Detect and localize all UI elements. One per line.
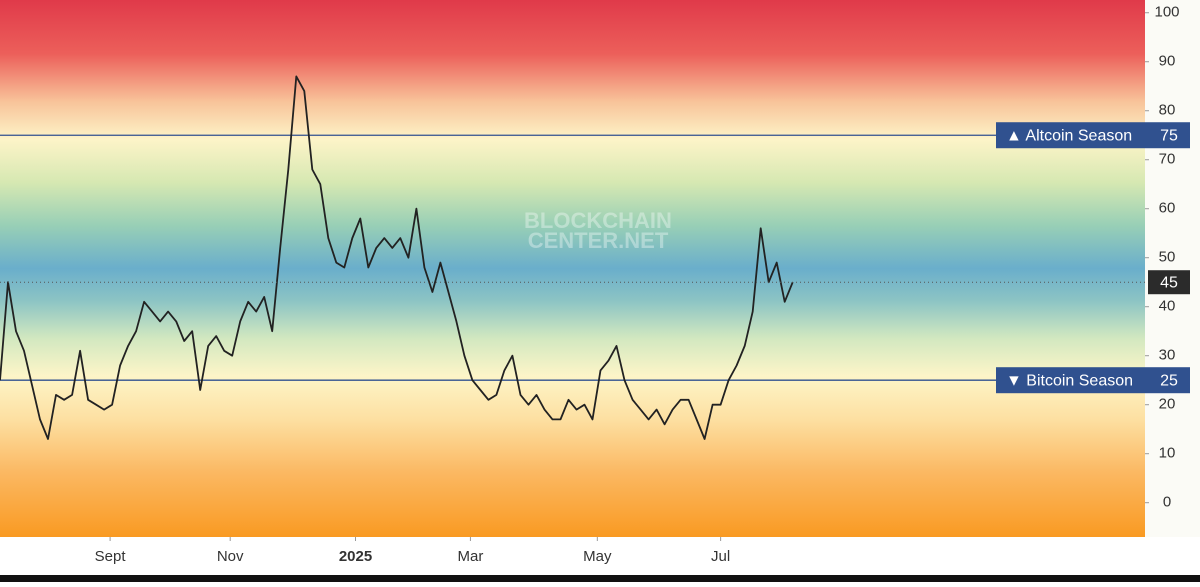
x-tick-label: Jul bbox=[711, 548, 730, 565]
x-tick-label: May bbox=[583, 548, 612, 565]
y-tick-label: 30 bbox=[1159, 347, 1176, 364]
bottom-bar bbox=[0, 575, 1200, 582]
threshold-value: 25 bbox=[1160, 372, 1178, 389]
threshold-value: 75 bbox=[1160, 127, 1178, 144]
y-tick-label: 20 bbox=[1159, 396, 1176, 413]
x-tick-label: Nov bbox=[217, 548, 244, 565]
series-line bbox=[0, 75, 794, 440]
y-tick-label: 90 bbox=[1159, 53, 1176, 70]
x-tick-label: 2025 bbox=[339, 548, 372, 565]
current-value-box bbox=[1148, 270, 1190, 295]
threshold-box bbox=[996, 122, 1190, 149]
axis-background bbox=[1145, 0, 1200, 537]
threshold-label: ▼ Bitcoin Season bbox=[1006, 372, 1133, 389]
x-tick-label: Sept bbox=[95, 548, 127, 565]
watermark: BLOCKCHAIN bbox=[524, 208, 672, 233]
y-tick-label: 10 bbox=[1159, 445, 1176, 462]
y-tick-label: 60 bbox=[1159, 200, 1176, 217]
y-tick-label: 100 bbox=[1154, 4, 1179, 21]
y-tick-label: 70 bbox=[1159, 151, 1176, 168]
y-tick-label: 50 bbox=[1159, 249, 1176, 266]
y-tick-label: 80 bbox=[1159, 102, 1176, 119]
threshold-box bbox=[996, 367, 1190, 394]
y-tick-label: 40 bbox=[1159, 298, 1176, 315]
current-value-label: 45 bbox=[1160, 274, 1178, 291]
x-tick-label: Mar bbox=[457, 548, 483, 565]
plot-background bbox=[0, 0, 1145, 537]
watermark: CENTER.NET bbox=[528, 228, 669, 253]
y-tick-label: 0 bbox=[1163, 494, 1171, 511]
threshold-label: ▲ Altcoin Season bbox=[1006, 127, 1132, 144]
